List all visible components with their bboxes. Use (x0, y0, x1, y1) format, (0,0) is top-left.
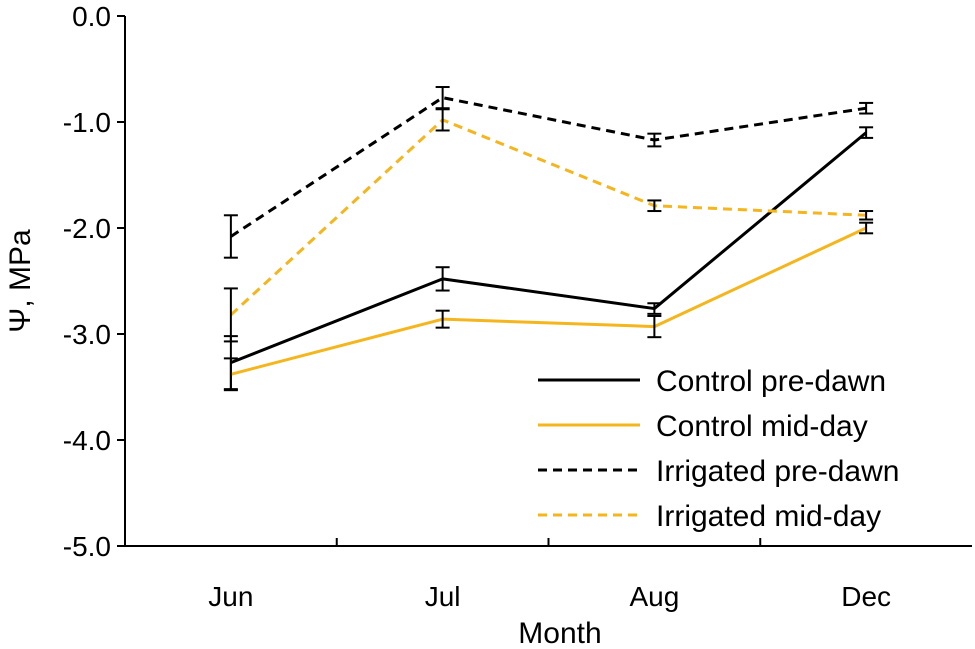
legend-label: Control pre-dawn (656, 365, 886, 398)
y-axis-title: Ψ, MPa (4, 229, 37, 333)
y-tick-label: -4.0 (63, 425, 111, 456)
error-bar (647, 314, 662, 339)
legend-label: Irrigated mid-day (656, 500, 881, 533)
y-ticks: 0.0 -1.0 -2.0 -3.0 -4.0 -5.0 (63, 1, 125, 562)
y-tick-label: 0.0 (72, 1, 111, 32)
series-line (230, 131, 868, 365)
legend-item: Irrigated mid-day (538, 500, 881, 533)
error-bar (223, 287, 238, 343)
error-bar (859, 221, 874, 235)
legend-item: Irrigated pre-dawn (538, 455, 899, 488)
error-bar (647, 199, 662, 213)
error-bar (859, 101, 874, 115)
error-bar (647, 302, 662, 315)
legend: Control pre-dawn Control mid-day Irrigated… (538, 365, 899, 533)
legend-item: Control mid-day (538, 410, 868, 443)
error-bar (435, 309, 450, 329)
error-bar (223, 357, 238, 392)
error-bar (647, 132, 662, 148)
legend-item: Control pre-dawn (538, 365, 886, 398)
error-bar (435, 86, 450, 110)
y-tick-label: -3.0 (63, 319, 111, 350)
x-axis-title: Month (518, 617, 601, 649)
error-bar (435, 266, 450, 292)
error-bar (859, 126, 874, 139)
series-control-mid-day (223, 221, 874, 392)
x-tick-label: Aug (629, 581, 679, 612)
series-line (230, 226, 867, 376)
legend-label: Control mid-day (656, 410, 868, 443)
error-bar (223, 214, 238, 259)
y-tick-label: -1.0 (63, 107, 111, 138)
series-irrigated-pre-dawn (223, 86, 874, 259)
x-tick-label: Jul (425, 581, 461, 612)
error-bar (435, 108, 450, 132)
x-tick-label: Dec (841, 581, 891, 612)
x-tick-label: Jun (208, 581, 253, 612)
y-tick-label: -5.0 (63, 531, 111, 562)
error-bar (859, 210, 874, 221)
x-ticks: Jun Jul Aug Dec (208, 538, 891, 612)
series-layer (223, 86, 874, 392)
legend-label: Irrigated pre-dawn (656, 455, 899, 488)
y-tick-label: -2.0 (63, 213, 111, 244)
series-line (229, 118, 867, 317)
series-line (230, 96, 867, 238)
series-irrigated-mid-day (223, 108, 874, 343)
